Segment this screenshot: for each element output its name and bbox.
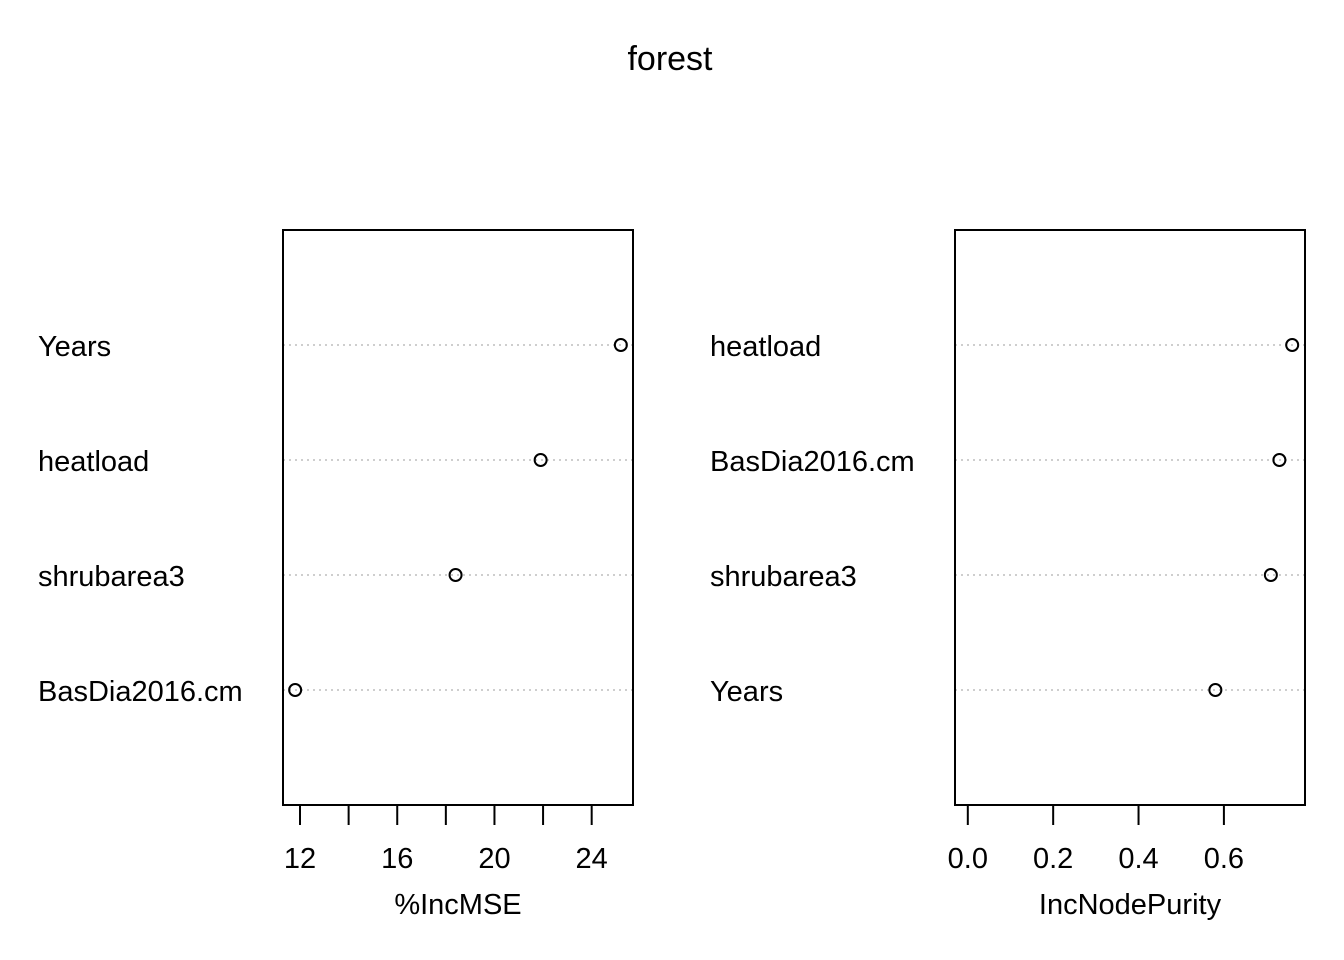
panel-incnodepurity: 0.0 0.2 0.4 0.6 heatload BasDia2016.cm shruba… (710, 229, 1306, 921)
x-tick-label: 0.4 (1118, 843, 1158, 875)
data-point (1285, 338, 1300, 352)
panel-incmse: 12 16 20 24 Years heatload shrubarea3 BasDia20… (38, 229, 634, 921)
data-point (448, 568, 463, 582)
category-label: BasDia2016.cm (38, 676, 243, 708)
category-label: heatload (38, 446, 149, 478)
data-point (1208, 683, 1223, 697)
x-tick-label: 0.6 (1204, 843, 1244, 875)
x-axis-label-incmse: %IncMSE (394, 889, 521, 921)
x-tick-label: 0.2 (1033, 843, 1073, 875)
x-tick-label: 24 (576, 843, 608, 875)
main-title: forest (627, 40, 713, 78)
data-point (533, 453, 548, 467)
category-label: BasDia2016.cm (710, 446, 915, 478)
data-point (1272, 453, 1287, 467)
category-label: Years (710, 676, 783, 708)
category-label: shrubarea3 (710, 561, 857, 593)
x-tick-label: 12 (284, 843, 316, 875)
panel-frame-incmse (282, 229, 634, 806)
category-label: Years (38, 331, 111, 363)
category-label: heatload (710, 331, 821, 363)
x-tick-label: 16 (381, 843, 413, 875)
data-point (613, 338, 628, 352)
data-point (1263, 568, 1278, 582)
data-point (288, 683, 303, 697)
category-label: shrubarea3 (38, 561, 185, 593)
x-tick-label: 0.0 (948, 843, 988, 875)
x-axis-label-incnodepurity: IncNodePurity (1039, 889, 1222, 921)
panel-frame-incnodepurity (954, 229, 1306, 806)
x-tick-label: 20 (478, 843, 510, 875)
